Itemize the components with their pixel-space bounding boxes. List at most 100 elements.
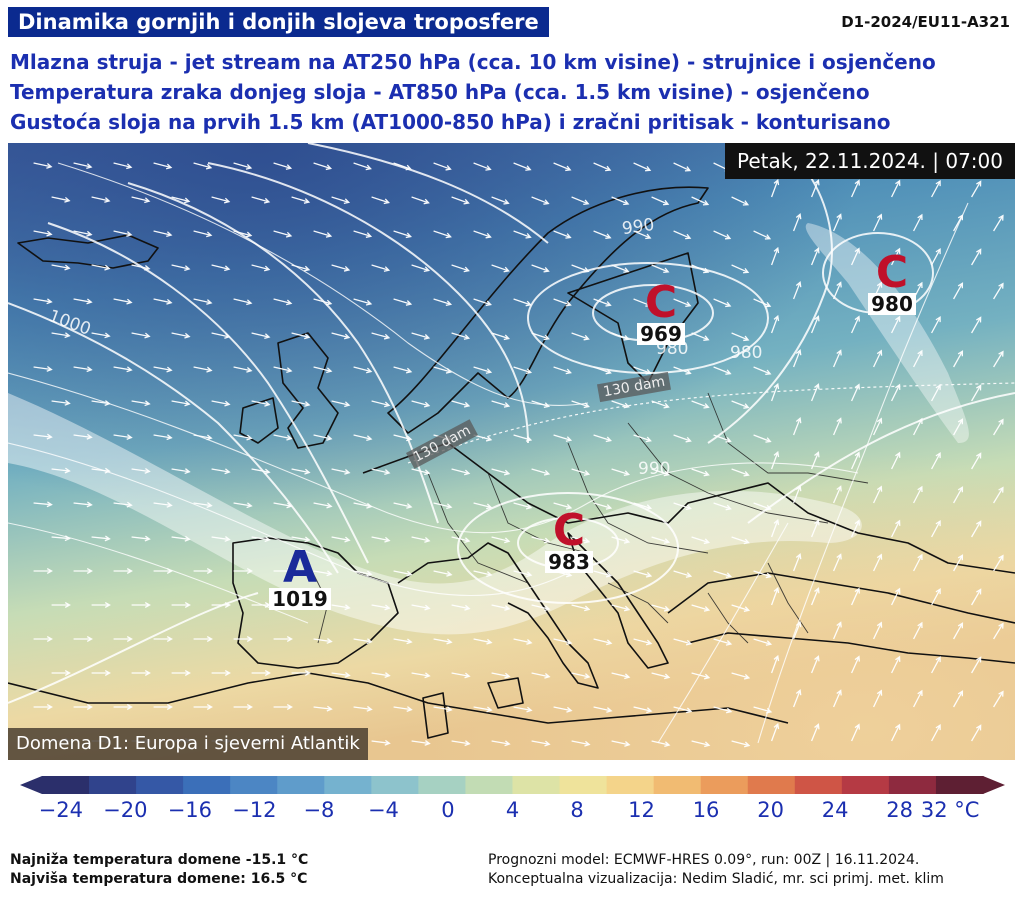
wind-arrow xyxy=(131,467,151,474)
wind-arrow xyxy=(331,536,351,543)
wind-arrow xyxy=(193,162,213,170)
wind-arrow xyxy=(473,502,493,510)
wind-arrow xyxy=(371,332,391,340)
low-pressure-letter: C xyxy=(644,277,678,328)
wind-arrow xyxy=(850,587,860,606)
low-pressure-marker-scandinavia: C 969 xyxy=(621,277,701,345)
colorbar-tick-label: 0 xyxy=(441,798,455,822)
wind-arrow xyxy=(153,230,173,238)
wind-arrow xyxy=(753,570,772,579)
wind-arrow xyxy=(792,348,802,368)
wind-arrow xyxy=(313,230,333,238)
wind-arrow xyxy=(91,400,111,406)
wind-arrow xyxy=(433,230,452,239)
wind-arrow xyxy=(953,282,964,300)
colorbar-segment xyxy=(700,776,749,794)
wind-arrow xyxy=(51,399,71,406)
wind-arrow xyxy=(673,570,693,578)
wind-arrow xyxy=(491,672,511,679)
wind-arrow xyxy=(832,417,842,436)
colorbar-segment xyxy=(935,776,984,794)
wind-arrow xyxy=(913,553,923,572)
wind-arrow xyxy=(73,230,93,237)
wind-arrow xyxy=(633,502,653,510)
wind-arrow xyxy=(691,740,711,748)
wind-arrow xyxy=(491,604,511,611)
wind-arrow xyxy=(993,418,1004,436)
wind-arrow xyxy=(553,706,573,713)
wind-arrow xyxy=(753,366,772,376)
wind-arrow xyxy=(651,264,670,274)
wind-arrow xyxy=(993,350,1004,368)
wind-arrow xyxy=(331,332,351,340)
wind-arrow xyxy=(91,602,111,608)
wind-arrow xyxy=(91,535,111,542)
wind-arrow xyxy=(291,196,311,204)
wind-arrow xyxy=(153,704,173,710)
wind-arrow xyxy=(131,602,151,608)
wind-arrow xyxy=(993,214,1004,232)
wind-arrow xyxy=(233,230,253,238)
wind-arrow xyxy=(891,383,901,402)
colorbar-tick-label: −12 xyxy=(232,798,277,822)
wind-arrow xyxy=(51,467,71,474)
wind-arrow xyxy=(832,485,842,504)
colorbar-ticks: −24 −20 −16 −12 −8 −4 0 4 8 12 16 20 24 28 32 °C xyxy=(0,798,1024,828)
wind-arrow xyxy=(651,400,670,409)
product-code: D1-2024/EU11-A321 xyxy=(841,13,1010,31)
wind-arrow xyxy=(770,314,780,334)
wind-arrow xyxy=(832,349,842,368)
wind-arrow xyxy=(651,536,671,544)
wind-arrow xyxy=(953,690,964,708)
colorbar-min-extension xyxy=(20,776,42,794)
wind-arrow xyxy=(491,400,511,408)
wind-arrow xyxy=(313,638,333,644)
wind-arrow xyxy=(211,468,231,475)
weather-map[interactable]: Petak, 22.11.2024. | 07:00 Domena D1: Eu… xyxy=(8,143,1015,760)
wind-arrow xyxy=(51,670,71,676)
wind-arrow xyxy=(153,434,173,441)
colorbar-tick-label: −16 xyxy=(167,798,213,822)
wind-arrow xyxy=(33,162,53,169)
wind-arrow xyxy=(73,298,93,305)
wind-arrow xyxy=(451,604,471,611)
wind-arrow xyxy=(792,620,802,640)
wind-arrow xyxy=(713,706,733,714)
wind-arrow xyxy=(633,230,652,240)
wind-arrow xyxy=(91,670,111,676)
wind-arrow xyxy=(331,671,351,678)
wind-arrow xyxy=(731,536,750,545)
wind-arrow xyxy=(633,162,652,172)
wind-arrow xyxy=(531,672,551,679)
wind-arrow xyxy=(691,536,711,545)
wind-arrow xyxy=(313,162,333,171)
wind-arrow xyxy=(810,587,820,606)
wind-arrow xyxy=(531,196,550,205)
wind-arrow xyxy=(832,213,842,232)
wind-arrow xyxy=(491,196,510,205)
wind-arrow xyxy=(393,706,413,712)
colorbar-max-extension xyxy=(983,776,1005,794)
wind-arrow xyxy=(731,264,750,274)
wind-arrow xyxy=(531,332,550,341)
wind-arrow xyxy=(233,636,253,642)
wind-arrow xyxy=(51,535,71,542)
wind-arrow xyxy=(171,468,191,475)
high-pressure-marker: A 1019 xyxy=(260,546,340,610)
wind-arrow xyxy=(211,264,231,272)
wind-arrow xyxy=(873,417,883,436)
wind-arrow xyxy=(73,704,93,710)
wind-arrow xyxy=(193,568,213,574)
colorbar-segment xyxy=(42,776,90,794)
wind-arrow xyxy=(971,452,982,470)
wind-arrow xyxy=(850,519,860,538)
wind-arrow xyxy=(633,298,652,307)
wind-arrow xyxy=(233,434,253,441)
wind-arrow xyxy=(433,162,452,171)
wind-arrow xyxy=(91,467,111,474)
colorbar-segment xyxy=(559,776,608,794)
wind-arrow xyxy=(753,298,772,308)
wind-arrow xyxy=(571,196,590,206)
wind-arrow xyxy=(371,400,391,408)
wind-arrow xyxy=(411,604,431,611)
